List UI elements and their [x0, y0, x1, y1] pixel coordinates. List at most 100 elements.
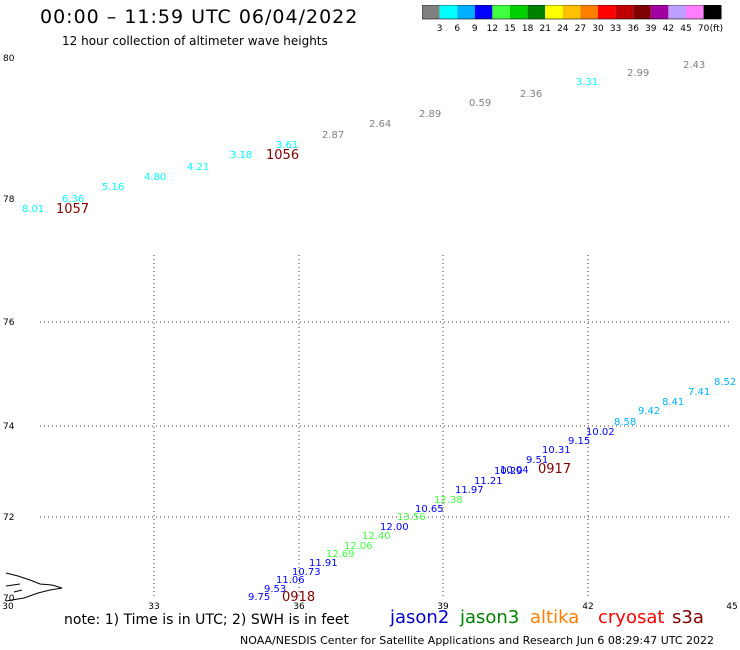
pass-time-label: 1056: [266, 148, 299, 163]
legend-item-cryosat: cryosat: [598, 607, 665, 628]
wave-height-value: 11.21: [474, 476, 503, 487]
colorbar-tick-label: 3: [437, 24, 443, 34]
wave-height-value: 10.04: [500, 465, 529, 476]
colorbar-tick-label: 24: [557, 24, 569, 34]
colorbar-swatch: [457, 5, 475, 19]
wave-height-value: 10.73: [292, 567, 321, 578]
wave-height-value: 8.41: [662, 397, 684, 408]
legend-item-jason3: jason3: [460, 607, 520, 628]
longitude-labels: 30 33 36 39 42 45: [2, 602, 737, 612]
pass-time-label: 1057: [56, 202, 89, 217]
wave-height-value: 7.41: [688, 387, 710, 398]
wave-height-value: 2.36: [520, 89, 542, 100]
colorbar-swatch: [439, 5, 458, 19]
wave-height-value: 10.29: [494, 466, 523, 477]
legend-item-jason2: jason2: [390, 607, 450, 628]
wave-height-value: 12.69: [326, 549, 355, 560]
wave-height-value: 12.40: [362, 531, 391, 542]
latitude-label: 78: [3, 195, 15, 205]
colorbar-swatch: [422, 5, 440, 19]
colorbar-swatch: [545, 5, 563, 19]
wave-height-value: 11.06: [276, 575, 305, 586]
wave-height-value: 0.59: [469, 98, 491, 109]
latitude-label: 76: [3, 318, 15, 328]
colorbar-tick-label: 39: [645, 24, 657, 34]
colorbar-tick-label: 12: [487, 24, 498, 34]
colorbar-swatch: [668, 5, 686, 19]
colorbar-swatch: [527, 5, 546, 19]
colorbar-tick-label: 6: [454, 24, 460, 34]
wave-height-value: 2.64: [369, 119, 391, 130]
colorbar-swatch: [510, 5, 528, 19]
latitude-labels: 80 78 76 74 72 70: [3, 54, 15, 604]
wave-height-value: 9.15: [568, 436, 590, 447]
wave-height-colorbar: 3 6 9 12 15 18 21 24 27 30 33 36 39 42 45 70 (ft): [422, 5, 723, 34]
wave-height-value: 8.01: [22, 204, 44, 215]
wave-height-value: 9.75: [248, 592, 270, 603]
wave-height-value: 4.21: [187, 162, 209, 173]
colorbar-tick-label: 21: [539, 24, 550, 34]
wave-height-value: 3.18: [230, 150, 252, 161]
colorbar-swatch: [650, 5, 669, 19]
pass-time-label: 0918: [282, 590, 315, 605]
wave-height-value: 13.56: [397, 512, 426, 523]
colorbar-swatch: [686, 5, 704, 19]
colorbar-tick-label: 9: [472, 24, 478, 34]
colorbar-tick-label: 70: [698, 24, 710, 34]
wave-height-value: 12.00: [380, 522, 409, 533]
longitude-label: 39: [437, 602, 449, 612]
note-text: note: 1) Time is in UTC; 2) SWH is in fe…: [64, 612, 350, 628]
wave-height-value: 10.02: [586, 427, 615, 438]
wave-height-value: 6.36: [62, 194, 84, 205]
longitude-label: 45: [726, 602, 737, 612]
wave-height-value: 9.42: [638, 406, 660, 417]
longitude-label: 33: [148, 602, 159, 612]
coastline: [5, 572, 63, 602]
colorbar-tick-label: 45: [680, 24, 691, 34]
colorbar-swatch: [580, 5, 598, 19]
svalbard-coastline: [5, 572, 63, 602]
wave-height-value: 11.91: [309, 558, 338, 569]
legend-item-altika: altika: [530, 607, 580, 628]
colorbar-tick-label: 33: [610, 24, 621, 34]
wave-height-value: 3.61: [276, 140, 298, 151]
latitude-label: 74: [3, 422, 15, 432]
latitude-label: 80: [3, 54, 15, 64]
colorbar-tick-label: 36: [627, 24, 639, 34]
page-subtitle: 12 hour collection of altimeter wave hei…: [62, 34, 328, 48]
colorbar-tick-label: 30: [592, 24, 604, 34]
latitude-label: 70: [3, 594, 15, 604]
longitude-label: 42: [582, 602, 593, 612]
wave-height-observations: 8.01 6.36 5.16 4.80 4.21 3.18 3.61 2.87 2.64 2.89…: [22, 60, 736, 605]
colorbar-swatch: [562, 5, 581, 19]
footer-credit: NOAA/NESDIS Center for Satellite Applica…: [240, 634, 715, 647]
wave-height-value: 4.80: [144, 172, 166, 183]
wave-height-value: 8.52: [714, 377, 736, 388]
wave-height-value: 2.89: [419, 109, 441, 120]
graticule: [40, 255, 732, 598]
colorbar-swatch: [703, 5, 722, 19]
colorbar-swatch: [474, 5, 493, 19]
wave-height-value: 9.53: [264, 584, 286, 595]
wave-height-value: 2.43: [683, 60, 705, 71]
legend-item-s3a: s3a: [672, 607, 704, 628]
wave-height-value: 2.99: [627, 68, 649, 79]
colorbar-tick-label: 15: [504, 24, 515, 34]
latitude-label: 72: [3, 513, 14, 523]
wave-height-value: 2.87: [322, 130, 344, 141]
wave-height-value: 10.31: [542, 445, 571, 456]
wave-height-value: 12.38: [434, 495, 463, 506]
colorbar-tick-label: 18: [522, 24, 534, 34]
colorbar-swatch: [633, 5, 651, 19]
colorbar-tick-label: 27: [575, 24, 586, 34]
wave-height-value: 5.16: [102, 182, 124, 193]
wave-height-value: 10.65: [415, 504, 444, 515]
page-title: 00:00 – 11:59 UTC 06/04/2022: [40, 6, 359, 28]
wave-height-value: 11.97: [455, 485, 484, 496]
wave-height-value: 9.51: [526, 455, 548, 466]
pass-time-label: 0917: [538, 462, 571, 477]
colorbar-swatch: [492, 5, 510, 19]
wave-height-value: 3.31: [576, 77, 598, 88]
longitude-label: 36: [293, 602, 305, 612]
